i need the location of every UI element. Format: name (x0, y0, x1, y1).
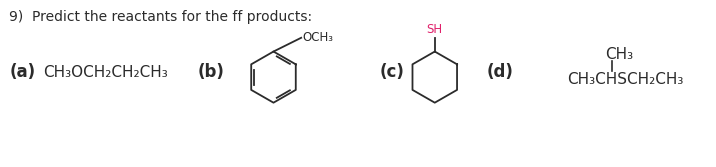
Text: (a): (a) (9, 63, 35, 81)
Text: (b): (b) (198, 63, 224, 81)
Text: SH: SH (427, 23, 442, 36)
Text: (c): (c) (379, 63, 405, 81)
Text: (d): (d) (486, 63, 513, 81)
Text: 9)  Predict the reactants for the ff products:: 9) Predict the reactants for the ff prod… (9, 10, 312, 24)
Text: OCH₃: OCH₃ (302, 31, 333, 44)
Text: CH₃OCH₂CH₂CH₃: CH₃OCH₂CH₂CH₃ (43, 65, 168, 80)
Text: CH₃: CH₃ (605, 47, 633, 62)
Text: CH₃CHSCH₂CH₃: CH₃CHSCH₂CH₃ (567, 72, 684, 87)
